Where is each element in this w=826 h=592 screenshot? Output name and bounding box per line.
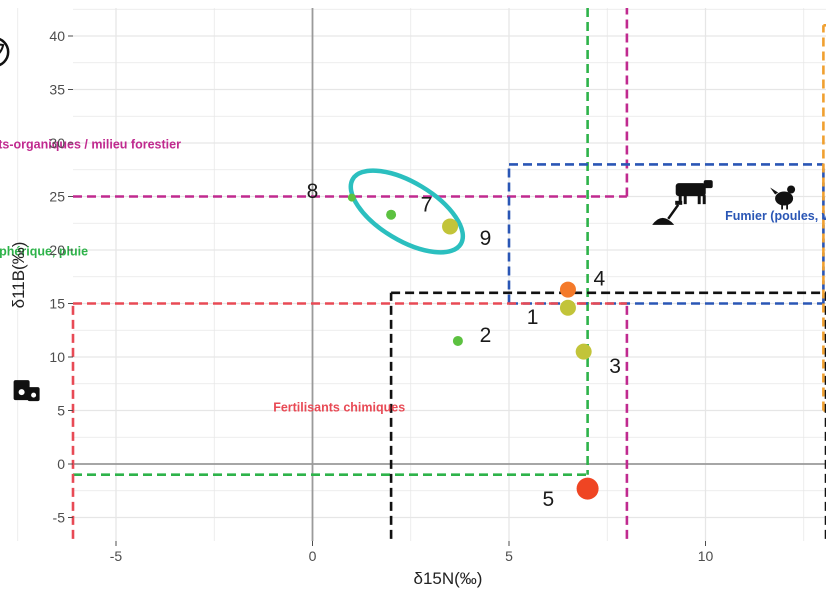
data-points xyxy=(347,193,599,500)
y-tick-label: 5 xyxy=(57,403,65,419)
fertilizer-bag-icon xyxy=(13,380,40,402)
data-point xyxy=(347,193,356,202)
x-tick-label: -5 xyxy=(110,548,123,564)
data-point xyxy=(386,209,397,220)
data-point xyxy=(559,299,576,316)
point-label: 1 xyxy=(527,306,539,329)
leaf-badge-icon xyxy=(0,37,10,67)
region-red xyxy=(71,302,627,539)
shovel-pile-icon xyxy=(652,200,683,225)
y-tick-label: 30 xyxy=(49,135,65,151)
source-annotations: Déchets verts-organiques / milieu forest… xyxy=(0,137,826,415)
y-tick-label: -5 xyxy=(53,510,66,526)
y-axis-title: δ11B(‰) xyxy=(9,242,28,309)
cow-icon xyxy=(675,180,713,205)
point-label: 3 xyxy=(609,355,621,378)
point-labels: 1 2 3 4 5 8 7 9 xyxy=(307,180,621,511)
y-tick-label: 10 xyxy=(49,349,65,365)
region-black xyxy=(389,291,826,539)
highlight-ellipse xyxy=(348,168,466,255)
x-tick-label: 10 xyxy=(698,548,714,564)
group-ellipse xyxy=(348,168,466,255)
y-tick-label: 40 xyxy=(49,28,65,44)
point-label: 9 xyxy=(480,227,492,250)
data-point xyxy=(576,477,599,500)
data-point xyxy=(575,343,592,360)
grid-lines xyxy=(17,8,826,541)
x-tick-label: 0 xyxy=(309,548,317,564)
source-regions xyxy=(71,8,826,539)
plot-background xyxy=(73,8,826,541)
source-label: Fumier (poules, vaches) xyxy=(725,209,826,223)
region-blue xyxy=(507,163,825,305)
chicken-icon xyxy=(770,185,796,210)
y-tick-label: 0 xyxy=(57,456,65,472)
source-label: Fertilisants chimiques xyxy=(273,401,405,415)
source-label: Dépôt atmosphérique, pluie xyxy=(0,244,88,258)
data-point xyxy=(559,281,576,298)
y-tick-label: 35 xyxy=(49,82,65,98)
region-green xyxy=(73,8,589,477)
point-label: 2 xyxy=(480,324,492,347)
point-label: 5 xyxy=(542,488,554,511)
data-point xyxy=(442,218,459,235)
y-tick-label: 25 xyxy=(49,189,65,205)
data-point xyxy=(452,335,463,346)
point-label: 7 xyxy=(421,194,433,217)
point-label: 8 xyxy=(307,180,319,203)
point-label: 4 xyxy=(594,268,606,291)
y-tick-label: 20 xyxy=(49,242,65,258)
source-label: Déchets verts-organiques / milieu forest… xyxy=(0,137,181,151)
source-icons xyxy=(0,37,796,402)
y-tick-label: 15 xyxy=(49,296,65,312)
zero-axis-lines xyxy=(73,8,826,541)
x-axis-title: δ15N(‰) xyxy=(414,569,483,588)
x-tick-label: 5 xyxy=(505,548,513,564)
